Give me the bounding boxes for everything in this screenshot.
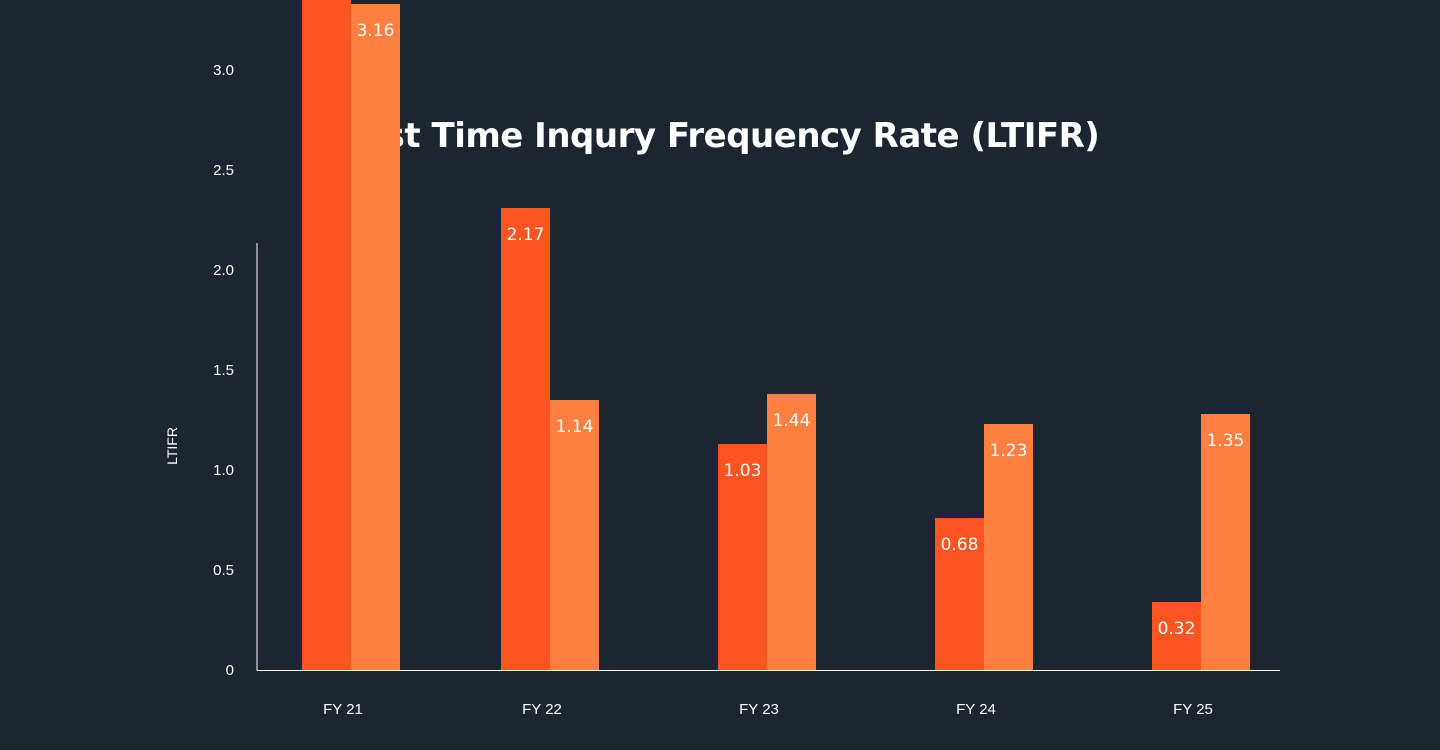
bar-fy-21-series-2 xyxy=(351,4,400,670)
data-label: 3.16 xyxy=(357,21,395,41)
bar-fy-24-series-1 xyxy=(935,518,984,670)
bar-fy-21-series-1 xyxy=(302,0,351,670)
y-tick-label: 0 xyxy=(226,662,234,679)
bar-fy-23-series-2 xyxy=(767,394,816,670)
x-tick-label: FY 22 xyxy=(522,701,562,718)
y-tick-label: 1.5 xyxy=(213,362,234,379)
bar-fy-25-series-1 xyxy=(1152,602,1201,670)
bar-fy-23-series-1 xyxy=(718,444,767,670)
bar-fy-24-series-2 xyxy=(984,424,1033,670)
x-tick-label: FY 24 xyxy=(956,701,996,718)
bar-fy-22-series-2 xyxy=(550,400,599,670)
y-tick-label: 1.0 xyxy=(213,462,234,479)
data-label: 1.03 xyxy=(724,461,762,481)
y-tick-label: 2.5 xyxy=(213,162,234,179)
x-tick-label: FY 23 xyxy=(739,701,779,718)
y-tick-label: 2.0 xyxy=(213,262,234,279)
x-tick-label: FY 21 xyxy=(323,701,363,718)
data-label: 1.44 xyxy=(773,411,811,431)
y-tick-label: 3.0 xyxy=(213,62,234,79)
data-label: 1.23 xyxy=(990,441,1028,461)
bar-fy-25-series-2 xyxy=(1201,414,1250,670)
data-label: 1.14 xyxy=(556,417,594,437)
chart-title: Lost Time Inqury Frequency Rate (LTIFR) xyxy=(340,116,1100,156)
bar-fy-22-series-1 xyxy=(501,208,550,670)
data-label: 0.32 xyxy=(1158,619,1196,639)
y-tick-label: 0.5 xyxy=(213,562,234,579)
y-axis-title: LTIFR xyxy=(164,427,180,465)
x-tick-label: FY 25 xyxy=(1173,701,1213,718)
data-label: 2.17 xyxy=(507,225,545,245)
data-label: 0.68 xyxy=(941,535,979,555)
data-label: 1.35 xyxy=(1207,431,1245,451)
